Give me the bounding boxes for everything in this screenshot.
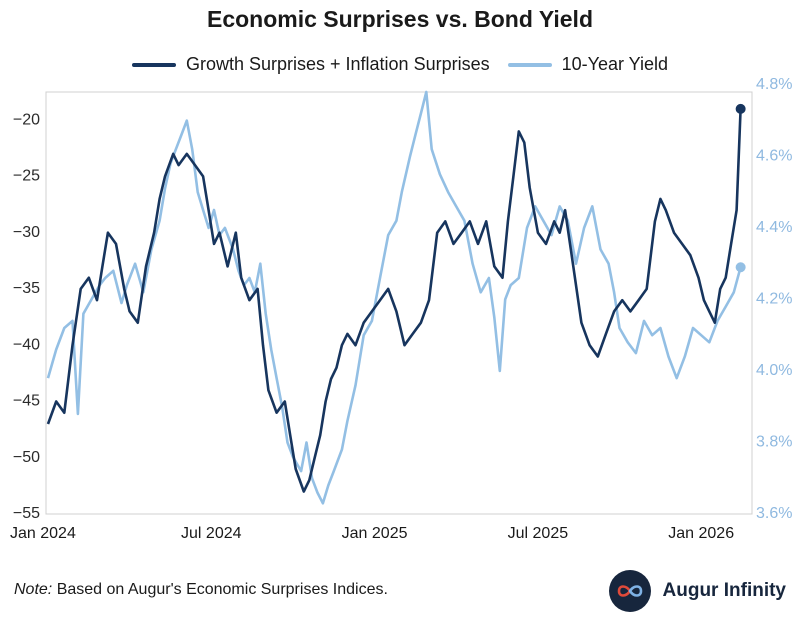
- legend-label-growth-inflation: Growth Surprises + Inflation Surprises: [185, 54, 490, 74]
- right-axis-tick-label: 4.6%: [756, 148, 792, 165]
- x-axis-tick-label: Jul 2024: [181, 525, 242, 542]
- series-end-marker-10y-yield: [735, 262, 746, 273]
- line-chart: −20 −25 −30 −35 −40 −45 −50 −55 4.8% 4.6% 4.4% 4.2…: [10, 76, 792, 542]
- left-axis-tick-label: −55: [13, 505, 40, 522]
- infinity-icon: [608, 570, 651, 612]
- right-axis-tick-label: 4.4%: [756, 219, 792, 236]
- x-axis-tick-label: Jan 2026: [668, 525, 734, 542]
- series-line-10y-yield: [46, 90, 742, 505]
- legend-item-10y-yield: 10-Year Yield: [507, 54, 669, 75]
- series-line-growth-inflation: [46, 108, 742, 493]
- footer-note-label: Note:: [14, 581, 53, 598]
- right-axis-tick-label: 3.6%: [756, 505, 792, 522]
- legend-item-growth-inflation: Growth Surprises + Inflation Surprises: [131, 54, 490, 75]
- right-axis-tick-label: 4.2%: [756, 291, 792, 308]
- left-axis-tick-label: −35: [13, 280, 40, 297]
- x-axis-tick-label: Jan 2025: [342, 525, 408, 542]
- right-axis-tick-label: 4.8%: [756, 76, 792, 93]
- left-axis-tick-label: −40: [13, 336, 40, 353]
- left-axis-ticks: −20 −25 −30 −35 −40 −45 −50 −55: [13, 111, 40, 522]
- left-axis-tick-label: −25: [13, 168, 40, 185]
- x-axis-tick-label: Jan 2024: [10, 525, 76, 542]
- right-axis-tick-label: 3.8%: [756, 434, 792, 451]
- footer-note-text: Based on Augur's Economic Surprises Indi…: [52, 581, 388, 598]
- legend-swatch-light: [507, 62, 552, 67]
- left-axis-tick-label: −30: [13, 224, 40, 241]
- plot-frame: [45, 91, 753, 515]
- x-axis-tick-label: Jul 2025: [508, 525, 569, 542]
- brand-block: Augur Infinity: [608, 570, 786, 612]
- chart-legend: Growth Surprises + Inflation Surprises 1…: [0, 54, 800, 75]
- legend-swatch-dark: [131, 62, 176, 67]
- left-axis-tick-label: −20: [13, 111, 40, 128]
- series-end-marker-growth-inflation: [735, 103, 746, 114]
- x-axis-ticks: Jan 2024 Jul 2024 Jan 2025 Jul 2025 Jan 2026: [10, 525, 734, 542]
- right-axis-ticks: 4.8% 4.6% 4.4% 4.2% 4.0% 3.8% 3.6%: [756, 76, 792, 522]
- chart-title: Economic Surprises vs. Bond Yield: [206, 6, 593, 32]
- left-axis-tick-label: −50: [13, 449, 40, 466]
- left-axis-tick-label: −45: [13, 393, 40, 410]
- brand-name: Augur Infinity: [662, 580, 786, 601]
- footer-note: Note: Based on Augur's Economic Surprise…: [14, 581, 388, 599]
- legend-label-10y-yield: 10-Year Yield: [561, 54, 669, 74]
- right-axis-tick-label: 4.0%: [756, 362, 792, 379]
